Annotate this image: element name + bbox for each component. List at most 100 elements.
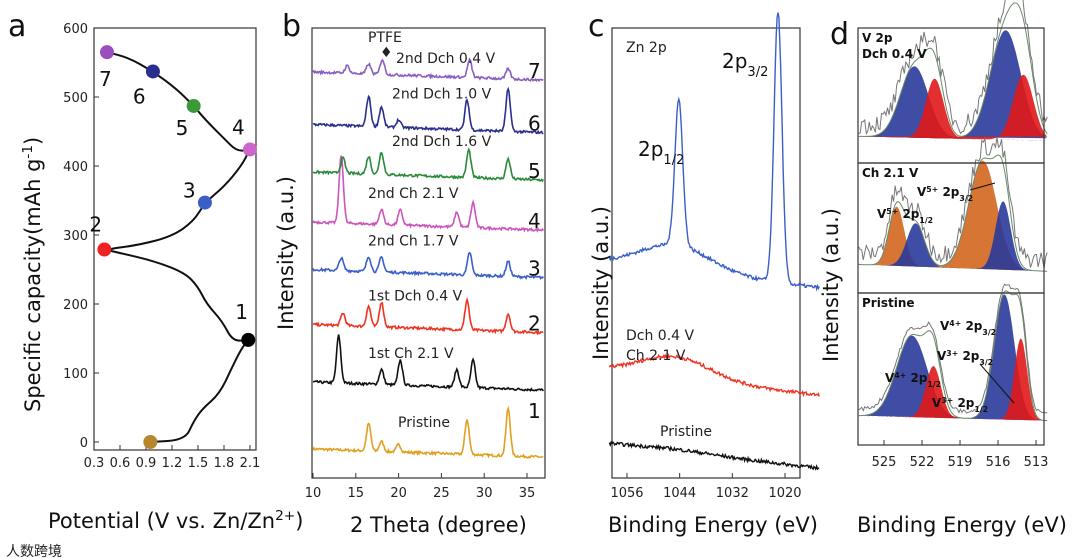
text-span: V [885,371,895,385]
x-tick-label: 1.2 [162,456,183,471]
text-span: Potential (V vs. Zn/Zn [48,509,275,533]
plot-frame-c [611,27,801,479]
plot-frame-a [93,27,257,451]
capacity-curve [106,51,249,443]
y-axis-label-b: Intensity (a.u.) [274,176,298,330]
x-tick-label: 35 [519,486,536,501]
text-span: 3+ [946,349,958,358]
text-span: 2p [722,49,747,73]
xps-spectrum [608,440,820,471]
ptfe-label: PTFE [368,30,402,46]
x-tick-label: 0.6 [110,456,131,471]
peak-label-2p32: 2p3/2 [722,49,768,80]
text-span: 2p [906,371,928,385]
xrd-pattern [312,86,544,135]
y-tick-label: 0 [80,436,88,451]
state-point-7 [100,45,114,60]
fit-component [858,66,1048,141]
text-span: 2p [638,137,663,161]
text-span: 2p [961,319,983,333]
x-tick-label: 0.3 [84,456,105,471]
x-tick-label: 516 [986,455,1011,470]
pattern-label: 1st Ch 2.1 V [368,346,454,362]
pattern-label: 2nd Dch 1.0 V [392,87,492,103]
text-span: 3/2 [747,65,768,80]
peak-label-2p12: 2p1/2 [638,137,684,168]
state-point-6 [145,64,160,79]
plot-frame-b [311,27,546,479]
x-tick-label: 1044 [663,486,696,501]
text-span: V [932,396,942,410]
text-span: V [940,319,950,333]
subpanel-title: Pristine [862,296,915,310]
text-span: V [917,185,927,199]
x-tick-label: 519 [948,455,973,470]
pattern-label: 2nd Ch 2.1 V [368,186,459,202]
peak-label: V5+ 2p3/2 [917,185,973,203]
fit-component [858,294,1048,421]
x-tick-label: 10 [305,486,322,501]
state-label-2: 2 [89,212,102,236]
text-span: 2p [953,396,975,410]
state-point-4 [243,142,257,157]
y-tick-label: 100 [63,367,88,382]
x-axis-label-d: Binding Energy (eV) [857,513,1067,537]
y-axis-label-c: Intensity (a.u.) [589,206,613,360]
panel-label-b: b [282,9,301,44]
x-tick-label: 25 [433,486,450,501]
ptfe-marker: ♦ [380,45,393,61]
state-label-6: 6 [133,84,146,108]
fit-component [858,223,1048,272]
state-label-7: 7 [99,67,112,91]
text-span: 1/2 [974,405,988,414]
x-tick-label: 1020 [768,486,801,501]
pattern-number-1: 1 [528,399,541,423]
pattern-number-6: 6 [528,112,541,136]
text-span: 3/2 [982,328,996,337]
text-span: V [877,207,887,221]
fit-component [858,74,1048,140]
x-tick-label: 513 [1024,455,1049,470]
xrd-pattern [312,57,544,83]
x-tick-label: 2.1 [240,456,261,471]
pattern-number-4: 4 [528,209,541,233]
text-span: 3/2 [979,358,993,367]
x-axis-label-a: Potential (V vs. Zn/Zn2+) [48,508,303,533]
plot-frame-d [857,162,1045,294]
element-label: Zn 2p [626,40,667,56]
pattern-number-7: 7 [528,59,541,83]
spectrum-label: Dch 0.4 V [626,328,695,344]
panel-label-a: a [8,9,26,44]
text-span: ) [295,509,303,533]
pattern-label: 2nd Dch 0.4 V [396,51,496,67]
raw-spectrum [858,0,1048,135]
spectrum-label: Ch 2.1 V [626,348,686,364]
text-span: 3+ [941,396,953,405]
state-label-3: 3 [183,179,196,203]
x-tick-label: 0.9 [136,456,157,471]
text-span: -1 [20,145,36,159]
text-span: 2p [958,349,980,363]
fit-envelope [858,2,1048,138]
fit-component [858,338,1048,421]
y-tick-label: 400 [63,160,88,175]
fit-component [858,201,1048,272]
x-tick-label: 1056 [610,486,643,501]
leader-line [979,363,1015,404]
plot-frame-d [857,292,1045,446]
text-span: ) [21,137,45,145]
xrd-pattern [312,297,544,336]
state-point-5 [186,98,201,113]
x-tick-label: 1.5 [188,456,209,471]
text-span: 4+ [949,319,961,328]
text-span: 4+ [894,371,906,380]
state-point-start [143,435,158,449]
text-span: 2+ [275,508,295,524]
state-label-5: 5 [176,116,189,140]
xps-spectrum [608,352,820,398]
x-tick-label: 20 [390,486,407,501]
text-span: 1/2 [919,216,933,225]
pattern-number-2: 2 [528,312,541,336]
peak-label: V5+ 2p1/2 [877,207,933,225]
